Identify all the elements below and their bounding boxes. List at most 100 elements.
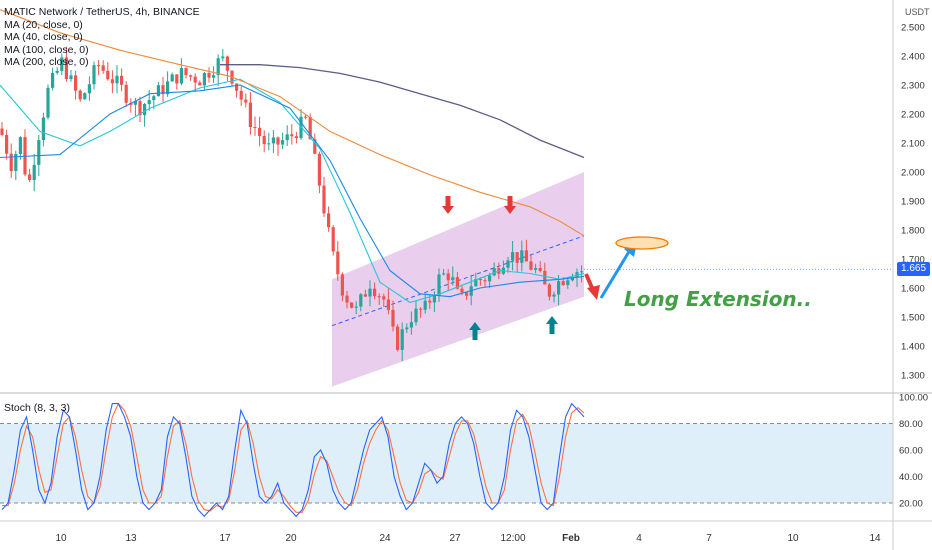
time-tick-label: 27 xyxy=(449,533,461,544)
candle-body xyxy=(308,117,312,140)
candle-body xyxy=(87,84,91,94)
candle-body xyxy=(363,294,367,297)
candle-body xyxy=(0,128,4,135)
candle-body xyxy=(534,267,538,270)
candle-body xyxy=(442,273,446,275)
time-tick-label: 10 xyxy=(55,533,67,544)
candle-body xyxy=(359,294,363,307)
candle-body xyxy=(327,213,331,228)
candle-body xyxy=(465,292,469,296)
candle-body xyxy=(198,82,202,86)
time-tick-label: 17 xyxy=(219,533,231,544)
candle-body xyxy=(414,308,418,323)
candle-body xyxy=(570,277,574,281)
candle-body xyxy=(400,329,404,350)
candle-body xyxy=(488,275,492,282)
candle-body xyxy=(437,274,441,296)
candle-body xyxy=(138,101,142,116)
candle-body xyxy=(235,83,239,91)
candle-body xyxy=(391,309,395,327)
candle-body xyxy=(405,327,409,330)
candle-body xyxy=(124,84,128,103)
currency-label: USDT xyxy=(905,7,930,17)
candle-body xyxy=(221,56,225,59)
candle-body xyxy=(460,288,464,293)
red-arrow-2-shaft xyxy=(507,196,513,207)
candle-body xyxy=(60,57,64,71)
candle-body xyxy=(216,58,220,76)
time-tick-label: 24 xyxy=(379,533,391,544)
candle-body xyxy=(143,104,147,116)
candle-body xyxy=(294,136,298,139)
stoch-legend: Stoch (8, 3, 3) xyxy=(4,402,70,414)
candle-body xyxy=(419,308,423,310)
stoch-axis: 100.00 80.00 60.00 40.00 20.00 xyxy=(899,393,928,510)
stoch-tick-label: 100.00 xyxy=(899,393,928,404)
candle-body xyxy=(382,296,386,300)
candle-body xyxy=(212,75,216,78)
stoch-tick-label: 60.00 xyxy=(899,446,923,457)
candle-body xyxy=(423,300,427,310)
candle-body xyxy=(515,252,519,263)
candle-body xyxy=(561,281,565,286)
candle-body xyxy=(9,153,13,172)
candle-body xyxy=(106,70,110,80)
candle-body xyxy=(524,250,528,262)
candle-body xyxy=(538,267,542,271)
candle-body xyxy=(193,76,197,83)
legend-ma40: MA (40, close, 0) xyxy=(4,31,83,43)
legend-ma200: MA (200, close, 0) xyxy=(4,56,89,68)
candle-body xyxy=(350,302,354,308)
candle-body xyxy=(14,153,18,172)
candle-body xyxy=(115,75,119,84)
candle-body xyxy=(580,271,584,273)
candle-body xyxy=(483,280,487,282)
candle-body xyxy=(409,322,413,328)
stoch-band xyxy=(0,423,893,503)
candles-group xyxy=(0,46,584,362)
time-tick-label: Feb xyxy=(562,533,580,544)
red-arrow-1 xyxy=(442,196,454,214)
candle-body xyxy=(552,294,556,297)
candle-body xyxy=(92,65,96,85)
ma200-line xyxy=(220,64,585,159)
stoch-tick-label: 80.00 xyxy=(899,419,923,430)
candle-body xyxy=(455,277,459,289)
price-tick-label: 2.500 xyxy=(901,23,925,34)
candle-body xyxy=(170,74,174,82)
blue-arrow-shaft xyxy=(599,249,632,299)
red-arrow-2 xyxy=(504,196,516,214)
price-tick-label: 1.600 xyxy=(901,284,925,295)
price-tick-label: 2.400 xyxy=(901,52,925,63)
candle-body xyxy=(377,296,381,298)
candle-body xyxy=(74,75,78,91)
candle-body xyxy=(354,306,358,308)
candle-body xyxy=(304,116,308,118)
candle-body xyxy=(267,143,271,145)
candle-body xyxy=(101,65,105,71)
candle-body xyxy=(184,68,188,76)
candle-body xyxy=(120,75,124,85)
candle-body xyxy=(253,127,257,129)
candle-body xyxy=(281,140,285,145)
candle-body xyxy=(175,74,179,84)
price-tick-label: 1.700 xyxy=(901,255,925,266)
candle-body xyxy=(207,72,211,78)
price-tick-label: 1.400 xyxy=(901,342,925,353)
stoch-tick-label: 20.00 xyxy=(899,499,923,510)
price-tick-label: 2.300 xyxy=(901,81,925,92)
candle-body xyxy=(566,280,570,286)
candle-body xyxy=(133,101,137,105)
candle-body xyxy=(5,134,9,154)
candle-body xyxy=(262,135,266,145)
candle-body xyxy=(244,99,248,103)
candle-body xyxy=(511,252,515,261)
price-tick-label: 2.200 xyxy=(901,110,925,121)
candle-body xyxy=(345,295,349,303)
teal-arrow-2-shaft xyxy=(549,323,555,334)
candle-body xyxy=(428,300,432,303)
candle-body xyxy=(64,57,68,80)
teal-arrow-2 xyxy=(546,316,558,334)
candle-body xyxy=(547,284,551,297)
